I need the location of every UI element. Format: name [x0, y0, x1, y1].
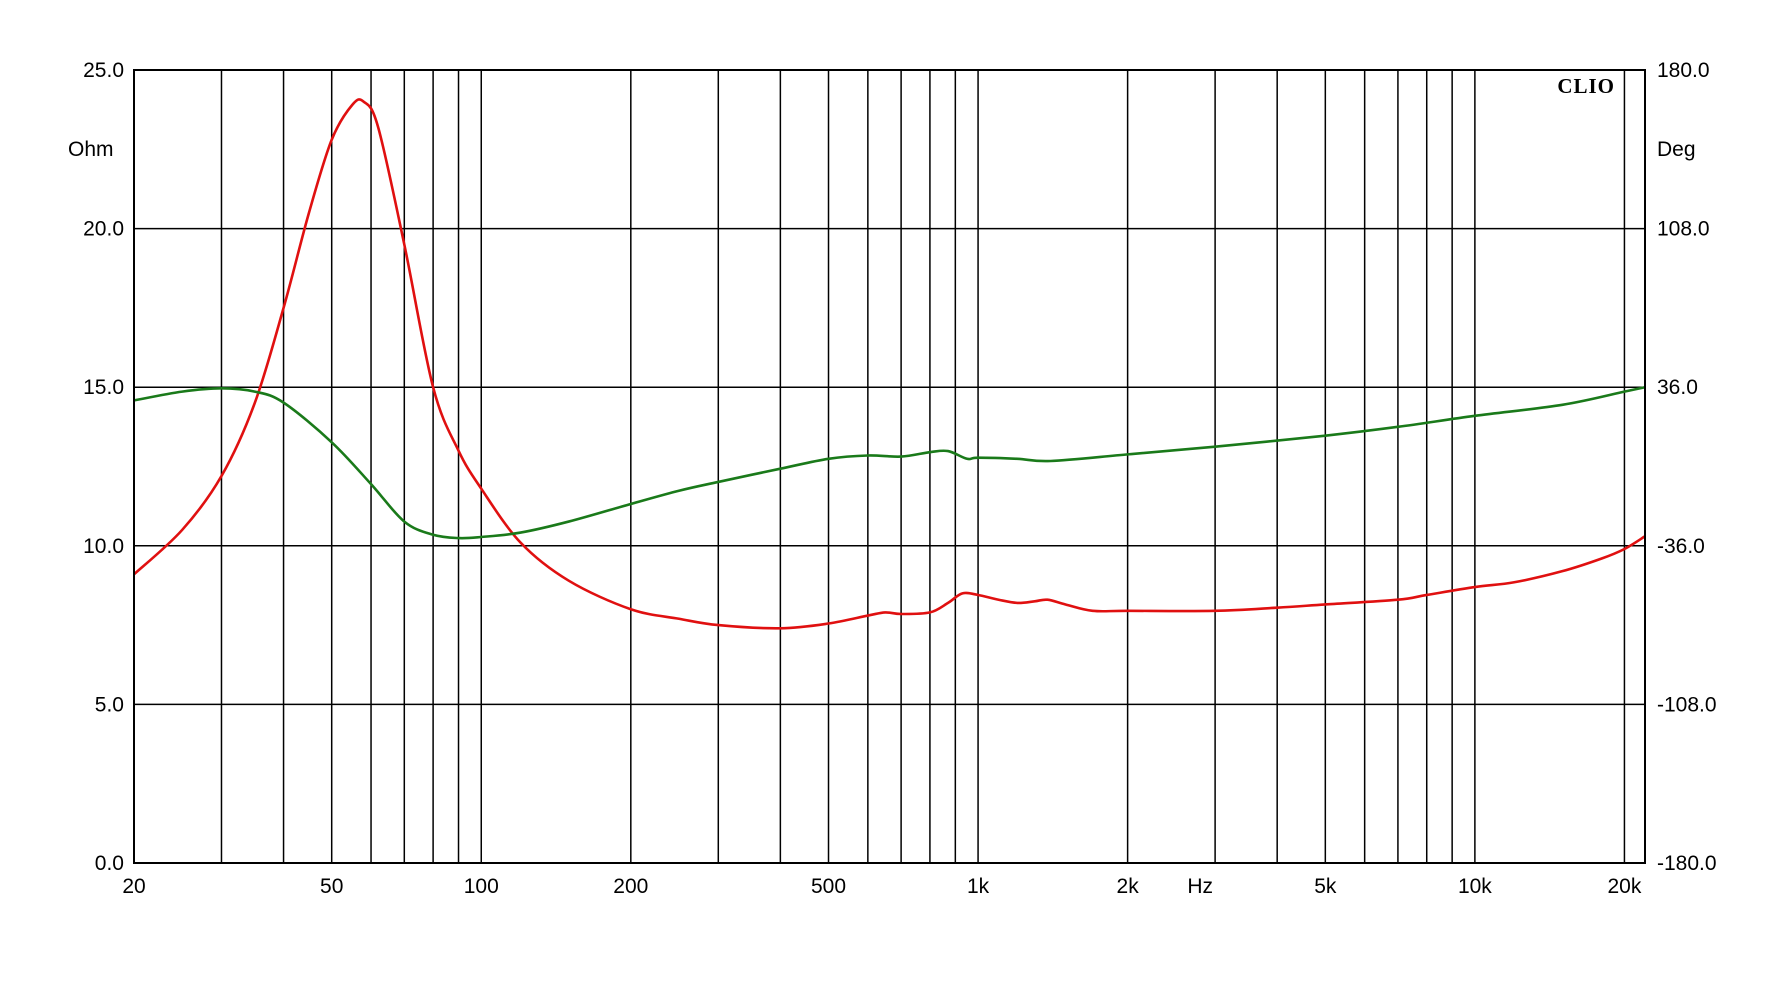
x-tick-label: 1k	[967, 875, 990, 898]
tick-labels: 20 50 100 200 500 1k 2k 5k 10k 20k Hz 0.0 5.0 10.0 15.…	[68, 59, 1717, 898]
x-tick-label: 50	[320, 875, 343, 898]
x-tick-label: 20	[122, 875, 145, 898]
y-left-tick-label: 5.0	[95, 693, 124, 716]
grid	[134, 70, 1645, 863]
series-layer	[133, 98, 1646, 630]
impedance-series-line	[133, 98, 1646, 630]
phase-series-line	[133, 385, 1646, 540]
x-tick-label: 200	[613, 875, 648, 898]
x-unit-label: Hz	[1187, 875, 1213, 898]
x-tick-label: 500	[811, 875, 846, 898]
y-left-tick-label: 15.0	[83, 376, 124, 399]
y-right-tick-label: -180.0	[1657, 852, 1717, 875]
y-left-tick-label: 10.0	[83, 535, 124, 558]
y-left-tick-label: 20.0	[83, 218, 124, 241]
y-right-tick-label: -108.0	[1657, 693, 1717, 716]
x-tick-label: 20k	[1608, 875, 1642, 898]
y-left-tick-label: 0.0	[95, 852, 124, 875]
x-tick-label: 5k	[1314, 875, 1337, 898]
brand-logo: CLIO	[1557, 74, 1615, 98]
y-right-tick-label: 36.0	[1657, 376, 1698, 399]
y-right-tick-label: 108.0	[1657, 218, 1710, 241]
plot-frame	[133, 69, 1646, 864]
x-tick-label: 10k	[1458, 875, 1492, 898]
y-left-unit-label: Ohm	[68, 138, 114, 161]
y-right-tick-label: 180.0	[1657, 59, 1710, 82]
x-tick-label: 100	[464, 875, 499, 898]
y-right-tick-label: -36.0	[1657, 535, 1705, 558]
y-left-tick-label: 25.0	[83, 59, 124, 82]
y-right-unit-label: Deg	[1657, 138, 1696, 161]
x-tick-label: 2k	[1117, 875, 1140, 898]
